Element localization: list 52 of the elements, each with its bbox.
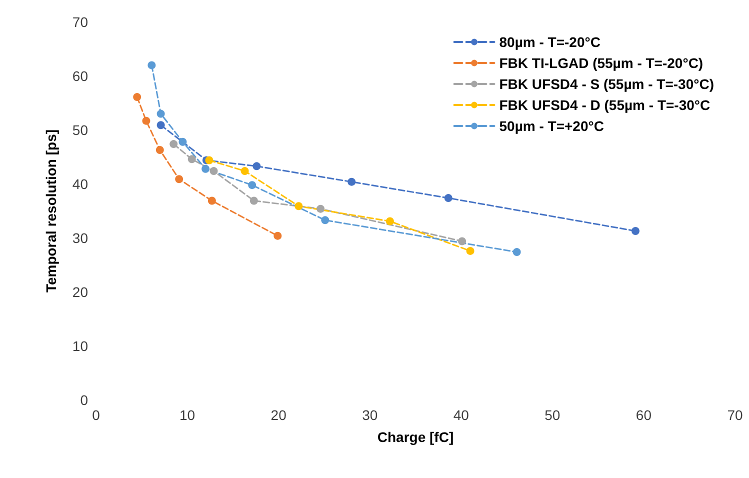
y-tick-label: 70: [72, 14, 88, 30]
y-tick-label: 10: [72, 338, 88, 354]
point: [202, 164, 210, 173]
y-tick-label: 0: [80, 392, 88, 408]
legend-label: 50µm - T=+20°C: [499, 118, 604, 134]
legend-label: FBK UFSD4 - S (55µm - T=-30°C): [499, 76, 714, 92]
point: [466, 246, 474, 255]
x-tick-label: 50: [544, 407, 560, 423]
point: [178, 138, 187, 146]
y-tick-label: 30: [72, 230, 88, 246]
point: [250, 196, 258, 205]
point: [142, 116, 150, 125]
x-axis-title: Charge [fC]: [377, 429, 454, 445]
x-tick-label: 20: [270, 407, 287, 423]
x-tick-label: 40: [453, 407, 470, 423]
x-tick-label: 10: [179, 407, 196, 423]
point: [170, 140, 178, 148]
y-tick-label: 20: [72, 284, 88, 300]
point: [444, 194, 452, 202]
point: [248, 181, 256, 190]
point: [148, 61, 156, 70]
x-tick-label: 30: [362, 407, 378, 423]
point: [316, 204, 325, 213]
point: [240, 167, 249, 176]
point: [175, 175, 184, 184]
point: [274, 232, 282, 240]
point: [188, 155, 196, 164]
point: [294, 202, 303, 210]
x-tick-label: 60: [636, 407, 652, 423]
point: [458, 237, 466, 246]
point: [156, 146, 164, 154]
x-tick-label: 0: [92, 407, 100, 423]
legend-label: FBK UFSD4 - D (55µm - T=-30°C: [499, 97, 710, 113]
x-tick-label: 70: [727, 407, 743, 423]
legend-label: 80µm - T=-20°C: [499, 34, 600, 50]
y-axis-title: Temporal resolution [ps]: [43, 129, 59, 293]
point: [156, 121, 165, 130]
legend-label: FBK TI-LGAD (55µm - T=-20°C): [499, 55, 704, 71]
point: [156, 110, 165, 118]
point: [386, 217, 394, 226]
y-tick-label: 40: [72, 176, 88, 192]
point: [632, 226, 640, 235]
point: [210, 167, 218, 176]
y-tick-label: 50: [72, 122, 88, 138]
point: [321, 216, 330, 224]
point: [252, 162, 261, 170]
point: [348, 178, 356, 186]
point: [133, 93, 142, 102]
point: [208, 196, 216, 205]
y-tick-label: 60: [72, 68, 88, 84]
point: [205, 156, 214, 164]
point: [512, 248, 521, 256]
